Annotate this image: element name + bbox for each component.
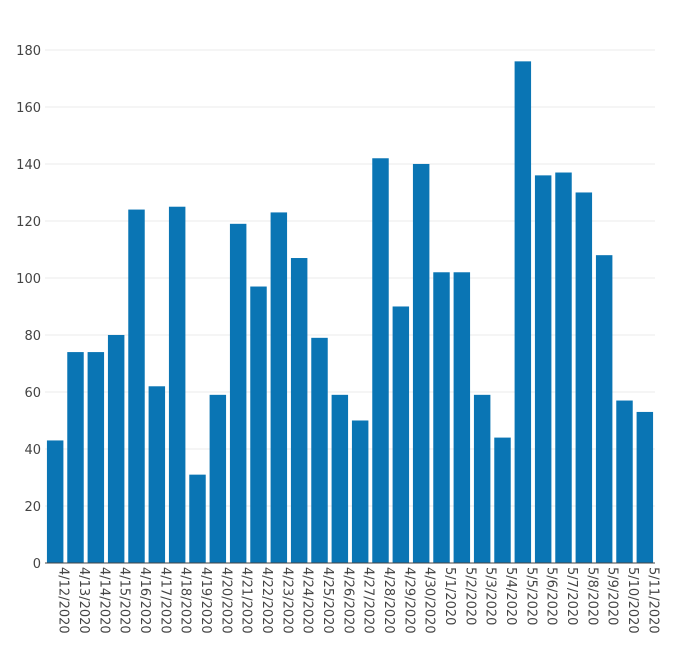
bar <box>575 192 593 563</box>
bar <box>250 286 267 563</box>
bar <box>67 352 84 563</box>
x-tick-label: 5/7/2020 <box>564 567 579 625</box>
x-tick-label: 4/17/2020 <box>157 567 172 634</box>
bar <box>636 411 654 563</box>
bar <box>453 272 471 563</box>
y-tick-label: 20 <box>24 500 41 515</box>
bar <box>128 209 145 564</box>
x-tick-label: 5/6/2020 <box>544 567 559 625</box>
x-tick-label: 5/5/2020 <box>523 567 538 625</box>
bar <box>87 352 105 563</box>
x-tick-label: 4/12/2020 <box>56 567 71 634</box>
x-tick-label: 4/23/2020 <box>279 567 294 634</box>
bar <box>616 400 633 563</box>
x-tick-label: 5/2/2020 <box>462 567 477 625</box>
y-tick-label: 80 <box>24 329 41 344</box>
x-tick-label: 5/3/2020 <box>483 567 498 625</box>
bar <box>392 306 410 563</box>
x-tick-label: 4/30/2020 <box>422 567 437 634</box>
x-tick-label: 5/4/2020 <box>503 567 518 625</box>
bar <box>555 172 572 563</box>
x-tick-label: 4/15/2020 <box>117 567 132 634</box>
bar <box>433 272 450 563</box>
x-tick-label: 4/14/2020 <box>96 567 111 634</box>
y-tick-label: 60 <box>24 386 41 401</box>
x-tick-label: 5/10/2020 <box>625 567 640 634</box>
bar <box>372 158 389 564</box>
y-tick-label: 120 <box>16 215 41 230</box>
bar <box>494 437 511 563</box>
y-tick-label: 160 <box>16 101 41 116</box>
bar <box>311 337 328 563</box>
x-tick-label: 4/24/2020 <box>300 567 315 634</box>
x-tick-label: 4/22/2020 <box>259 567 274 634</box>
x-tick-label: 4/25/2020 <box>320 567 335 634</box>
x-tick-label: 5/1/2020 <box>442 567 457 625</box>
x-tick-label: 4/29/2020 <box>401 567 416 634</box>
bar <box>46 440 64 563</box>
x-tick-label: 5/11/2020 <box>645 567 660 634</box>
y-tick-label: 100 <box>16 272 41 287</box>
bar <box>107 334 125 563</box>
y-tick-label: 140 <box>16 158 41 173</box>
y-tick-label: 180 <box>16 44 41 59</box>
bar <box>351 420 369 563</box>
x-tick-label: 4/19/2020 <box>198 567 213 634</box>
y-tick-label: 40 <box>24 443 41 458</box>
x-tick-label: 4/28/2020 <box>381 567 396 634</box>
bar <box>331 394 349 563</box>
bar <box>514 61 532 564</box>
y-axis: 0 20 40 60 80 100 120 140 160 180 <box>16 44 41 572</box>
bar <box>412 163 430 563</box>
x-axis: 4/12/2020 4/13/2020 4/14/2020 4/15/2020 4/16… <box>56 567 661 634</box>
x-tick-label: 4/26/2020 <box>340 567 355 634</box>
bar <box>270 212 288 563</box>
x-tick-label: 4/27/2020 <box>361 567 376 634</box>
bar <box>290 258 308 563</box>
x-tick-label: 4/21/2020 <box>239 567 254 634</box>
bars <box>46 61 654 564</box>
x-tick-label: 4/20/2020 <box>218 567 233 634</box>
x-tick-label: 5/8/2020 <box>584 567 599 625</box>
bar <box>595 255 613 563</box>
y-tick-label: 0 <box>33 557 41 572</box>
bar <box>534 175 552 563</box>
x-tick-label: 4/18/2020 <box>178 567 193 634</box>
x-tick-label: 4/13/2020 <box>76 567 91 634</box>
bar <box>209 394 227 563</box>
bar <box>189 474 206 563</box>
x-tick-label: 4/16/2020 <box>137 567 152 634</box>
bar <box>148 386 166 563</box>
x-tick-label: 5/9/2020 <box>605 567 620 625</box>
grid-lines <box>45 49 655 507</box>
bar <box>229 223 247 563</box>
bar <box>473 394 491 563</box>
bar <box>168 206 186 563</box>
